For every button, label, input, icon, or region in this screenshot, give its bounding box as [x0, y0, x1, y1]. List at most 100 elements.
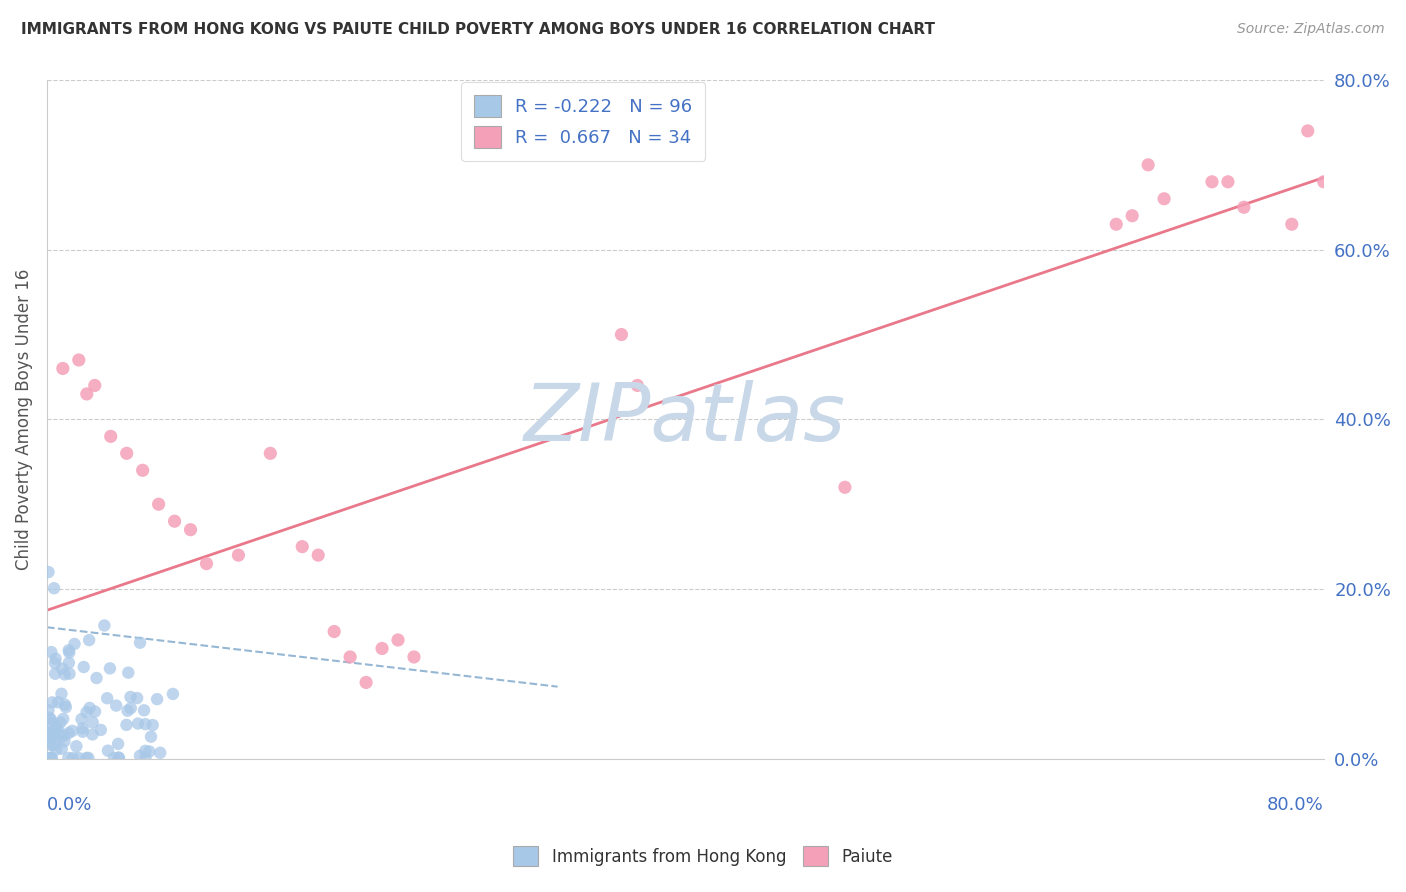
- Point: [163, 514, 186, 528]
- Point: [58, 726, 80, 740]
- Point: [1233, 200, 1256, 214]
- Point: [75, 751, 97, 765]
- Point: [46, 695, 69, 709]
- Point: [51, 687, 73, 701]
- Point: [77, 751, 100, 765]
- Point: [45, 723, 67, 738]
- Point: [354, 675, 377, 690]
- Point: [37, 565, 59, 579]
- Point: [44, 657, 66, 671]
- Point: [402, 650, 425, 665]
- Point: [120, 690, 142, 704]
- Point: [55, 700, 77, 714]
- Point: [41, 751, 63, 765]
- Point: [44, 666, 66, 681]
- Point: [79, 701, 101, 715]
- Point: [45, 727, 67, 741]
- Point: [626, 378, 648, 392]
- Point: [72, 722, 94, 736]
- Point: [105, 698, 128, 713]
- Point: [127, 691, 149, 706]
- Text: ZIPatlas: ZIPatlas: [524, 380, 846, 458]
- Point: [53, 728, 76, 742]
- Point: [41, 645, 63, 659]
- Point: [53, 698, 76, 712]
- Point: [82, 715, 104, 730]
- Point: [37, 751, 59, 765]
- Point: [42, 581, 65, 595]
- Point: [53, 667, 76, 681]
- Point: [134, 717, 156, 731]
- Point: [37, 703, 59, 717]
- Legend: R = -0.222   N = 96, R =  0.667   N = 34: R = -0.222 N = 96, R = 0.667 N = 34: [461, 82, 706, 161]
- Point: [58, 656, 80, 670]
- Point: [371, 641, 394, 656]
- Point: [83, 378, 105, 392]
- Point: [62, 751, 84, 765]
- Point: [63, 637, 86, 651]
- Point: [45, 725, 67, 739]
- Point: [127, 716, 149, 731]
- Point: [1201, 175, 1223, 189]
- Point: [90, 723, 112, 737]
- Point: [180, 523, 202, 537]
- Point: [38, 711, 60, 725]
- Point: [39, 751, 62, 765]
- Point: [84, 705, 107, 719]
- Point: [228, 548, 250, 562]
- Point: [117, 704, 139, 718]
- Point: [46, 723, 69, 737]
- Point: [610, 327, 633, 342]
- Point: [195, 557, 218, 571]
- Point: [107, 737, 129, 751]
- Point: [37, 729, 59, 743]
- Point: [37, 726, 59, 740]
- Point: [115, 718, 138, 732]
- Point: [1281, 217, 1303, 231]
- Point: [96, 691, 118, 706]
- Legend: Immigrants from Hong Kong, Paiute: Immigrants from Hong Kong, Paiute: [506, 839, 900, 873]
- Point: [39, 738, 62, 752]
- Point: [134, 751, 156, 765]
- Point: [138, 744, 160, 758]
- Point: [120, 701, 142, 715]
- Point: [146, 692, 169, 706]
- Point: [76, 387, 98, 401]
- Point: [49, 730, 72, 744]
- Point: [149, 746, 172, 760]
- Point: [131, 463, 153, 477]
- Point: [39, 725, 62, 739]
- Point: [39, 713, 62, 727]
- Point: [291, 540, 314, 554]
- Point: [129, 748, 152, 763]
- Point: [45, 721, 67, 735]
- Point: [45, 742, 67, 756]
- Point: [387, 632, 409, 647]
- Point: [97, 744, 120, 758]
- Point: [70, 712, 93, 726]
- Point: [1121, 209, 1143, 223]
- Point: [60, 723, 83, 738]
- Point: [139, 730, 162, 744]
- Point: [82, 727, 104, 741]
- Text: Source: ZipAtlas.com: Source: ZipAtlas.com: [1237, 22, 1385, 37]
- Point: [107, 750, 129, 764]
- Text: IMMIGRANTS FROM HONG KONG VS PAIUTE CHILD POVERTY AMONG BOYS UNDER 16 CORRELATIO: IMMIGRANTS FROM HONG KONG VS PAIUTE CHIL…: [21, 22, 935, 37]
- Point: [41, 695, 63, 709]
- Point: [58, 645, 80, 659]
- Point: [65, 739, 87, 754]
- Point: [134, 744, 156, 758]
- Point: [339, 650, 361, 665]
- Point: [117, 665, 139, 680]
- Point: [58, 666, 80, 681]
- Y-axis label: Child Poverty Among Boys Under 16: Child Poverty Among Boys Under 16: [15, 268, 32, 570]
- Point: [100, 429, 122, 443]
- Point: [67, 751, 90, 765]
- Point: [834, 480, 856, 494]
- Point: [86, 671, 108, 685]
- Point: [49, 715, 72, 730]
- Point: [1153, 192, 1175, 206]
- Point: [142, 718, 165, 732]
- Point: [307, 548, 329, 562]
- Point: [1105, 217, 1128, 231]
